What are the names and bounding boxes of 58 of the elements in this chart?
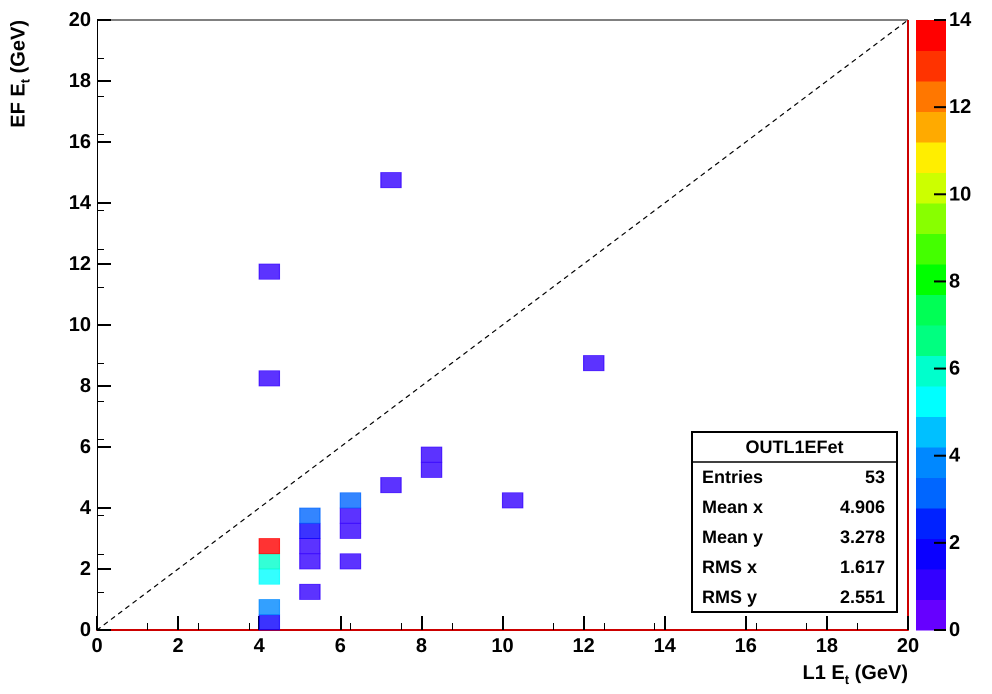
color-bar-label: 0 xyxy=(949,619,960,641)
point xyxy=(583,355,604,372)
y-tick-label: 16 xyxy=(68,131,91,153)
annotation: OUTL1EFet xyxy=(745,437,844,457)
text: RMS x 1.617 xyxy=(702,557,885,577)
point xyxy=(502,492,524,508)
point xyxy=(380,477,402,494)
x-tick-label: 4 xyxy=(254,635,266,657)
color-bar-label: 14 xyxy=(949,9,972,31)
point xyxy=(258,614,280,630)
y-tick-label: 18 xyxy=(68,70,91,92)
point xyxy=(299,553,321,570)
point xyxy=(420,462,442,478)
color-bar-label: 10 xyxy=(949,183,972,206)
point xyxy=(258,370,280,386)
x-tick-label: 2 xyxy=(172,635,184,657)
x-tick-label: 8 xyxy=(416,635,427,657)
point xyxy=(340,522,362,539)
point xyxy=(299,522,321,539)
y-tick-label: 6 xyxy=(80,436,91,458)
x-tick-label: 10 xyxy=(491,635,514,657)
point xyxy=(258,553,280,570)
text: Mean x 4.906 xyxy=(702,497,885,517)
point xyxy=(340,492,362,508)
x-axis-title: L1 E$_{t}$ (GeV) xyxy=(802,662,908,689)
y-tick-label: 0 xyxy=(80,619,91,641)
color-bar-label: 12 xyxy=(949,96,972,118)
point xyxy=(258,599,280,616)
y-tick-label: 2 xyxy=(80,558,91,580)
y-tick-label: 8 xyxy=(80,375,91,397)
y-tick-label: 4 xyxy=(80,497,92,519)
point xyxy=(258,264,280,280)
x-tick-label: 16 xyxy=(734,635,757,657)
text: Entries 53 xyxy=(702,467,885,487)
point xyxy=(420,446,442,463)
text: Mean y 3.278 xyxy=(702,527,885,547)
color-bar-label: 2 xyxy=(949,532,960,554)
color-bar-label: 8 xyxy=(949,270,960,292)
point xyxy=(258,538,280,554)
x-tick-label: 14 xyxy=(654,635,677,657)
point xyxy=(299,538,321,554)
y-tick-label: 10 xyxy=(68,314,91,336)
point xyxy=(340,508,362,524)
x-tick-label: 6 xyxy=(334,635,346,657)
x-tick-label: 20 xyxy=(896,635,920,657)
color-bar-label: 4 xyxy=(949,444,961,467)
color-bar-label: 6 xyxy=(949,358,960,380)
x-tick-label: 18 xyxy=(816,635,838,657)
x-tick-label: 12 xyxy=(572,635,595,657)
point xyxy=(299,584,321,600)
point xyxy=(299,508,321,524)
point xyxy=(380,172,402,188)
y-tick-label: 20 xyxy=(68,9,91,31)
point xyxy=(340,553,362,570)
point xyxy=(258,568,280,585)
y-tick-label: 12 xyxy=(68,253,91,275)
text: RMS y 2.551 xyxy=(702,587,885,607)
y-tick-label: 14 xyxy=(68,192,92,214)
